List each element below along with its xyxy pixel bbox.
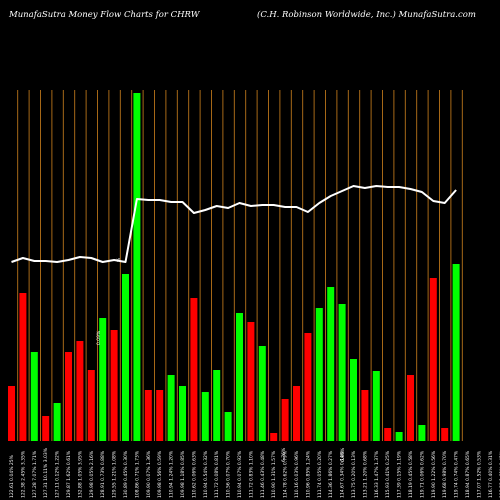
- x-tick-label: 118.19 0.45% 0.58%: [408, 450, 414, 498]
- bar-up: [224, 412, 232, 441]
- bar-up: [167, 375, 175, 441]
- bar-up: [327, 287, 335, 441]
- x-tick-label: 118.94 0.87% 0.65%: [465, 450, 471, 498]
- bar-down: [429, 278, 437, 441]
- bar-down: [270, 433, 278, 441]
- bar-down: [19, 293, 27, 441]
- bar-up: [338, 304, 346, 441]
- annotation-label: %: [116, 257, 122, 262]
- x-tick-label: 113.21 1.20% 0.68%: [362, 450, 368, 498]
- bar-up: [179, 386, 186, 441]
- bar-up: [395, 432, 403, 441]
- x-tick-label: 129.87 1.62% 0.61%: [66, 450, 72, 498]
- x-tick-label: 116.33 1.47% 1.37%: [374, 450, 380, 498]
- x-tick-label: 110.62 0.06% 0.63%: [191, 450, 197, 498]
- chart-subtitle: (C.H. Robinson Worldwide, Inc.) MunafaSu…: [257, 10, 476, 20]
- x-tick-label: 111.74 0.05% 0.20%: [317, 450, 323, 498]
- x-tick-label: 114.67 0.34% 0.14%: [340, 450, 346, 498]
- bar-down: [87, 370, 95, 441]
- bar-down: [247, 322, 255, 441]
- bar-up: [236, 313, 243, 441]
- bar-down: [293, 386, 300, 441]
- bar-up: [315, 308, 323, 441]
- bar-down: [156, 390, 164, 441]
- x-tick-label: 111.46 0.43% 0.48%: [260, 450, 266, 498]
- bar-up: [99, 318, 107, 441]
- bar-up: [418, 425, 426, 441]
- x-tick-labels: 122.61 0.04% 25% 122.38 2.45% 3.35% 127.28…: [9, 447, 500, 498]
- x-tick-label: 111.72 0.08% 0.81%: [214, 450, 220, 498]
- bar-up: [53, 403, 61, 441]
- bar-down: [361, 390, 369, 441]
- bar-down: [407, 375, 414, 441]
- x-tick-label: 110.94 0.54% 0.32%: [203, 450, 209, 498]
- x-tick-label: 127.11 0.12% 1.22%: [55, 450, 61, 498]
- x-tick-label: 129.98 0.05% 2.16%: [89, 450, 95, 498]
- x-tick-label: 122.38 2.45% 3.35%: [20, 450, 26, 498]
- price-line: [11, 185, 457, 263]
- bar-down: [384, 428, 392, 441]
- bar-down: [110, 330, 118, 441]
- annotation-label: 6.86%: [340, 447, 346, 462]
- bar-up: [258, 346, 266, 441]
- bar-down: [144, 390, 152, 441]
- x-tick-label: 110.94 1.24% 1.20%: [169, 450, 175, 498]
- x-tick-label: 109.98 0.56% 0.59%: [157, 450, 163, 498]
- bar-down: [190, 298, 198, 441]
- x-tick-label: 117.07 1.52% 0.53%: [476, 450, 482, 498]
- x-tick-label: 119.71 0.06% 0.62%: [419, 450, 425, 498]
- x-tick-label: 127.28 7.07% 1.71%: [32, 450, 38, 498]
- bar-up: [452, 264, 460, 441]
- x-tick-label: 108.86 0.71% 1.73%: [134, 450, 140, 498]
- x-tick-label: 110.94 0.07% 0.92%: [237, 450, 243, 498]
- bar-up: [350, 359, 357, 441]
- bar-up: [213, 370, 221, 441]
- chart-title: MunafaSutra Money Flow Charts for CHRW: [9, 10, 200, 20]
- annotation-label: 6.76%: [281, 447, 287, 462]
- x-tick-label: 110.16 0.03% 0.96%: [294, 450, 300, 498]
- bar-up: [201, 392, 209, 441]
- x-tick-label: 115.93 0.41% 0.25%: [385, 450, 391, 498]
- bar-down: [65, 352, 72, 441]
- x-tick-label: 127.31 10.11% 3.03%: [43, 447, 49, 498]
- x-tick-label: 109.90 0.07% 1.36%: [146, 450, 152, 498]
- annotation-label: 0.09%: [96, 330, 102, 345]
- x-tick-label: 110.56 0.07% 0.70%: [226, 450, 232, 498]
- x-tick-label: 113.75 0.20% 0.13%: [351, 450, 357, 498]
- x-tick-label: 110.96 0.85% 1.24%: [305, 450, 311, 498]
- bar-down: [8, 386, 15, 441]
- x-tick-label: 114.78 0.62% 0.79%: [283, 450, 289, 498]
- x-tick-label: 109.98 1.18% 0.85%: [180, 450, 186, 498]
- bar-up: [372, 371, 380, 441]
- bar-down: [76, 341, 84, 441]
- x-tick-label: 119.68 0.98% 0.70%: [442, 450, 448, 498]
- bar-down: [304, 333, 312, 441]
- bar-up: [30, 352, 38, 441]
- x-tick-label: 110.90 1.31% 1.57%: [271, 450, 277, 498]
- x-tick-label: 117.39 0.15% 1.19%: [397, 450, 403, 498]
- bar-down: [281, 399, 289, 441]
- x-tick-label: 129.55 1.21% 1.08%: [112, 450, 118, 498]
- bar-up: [122, 274, 129, 441]
- grid-lines: [17, 90, 463, 441]
- x-tick-label: 114.36 1.86% 0.27%: [328, 450, 334, 498]
- x-tick-label: 128.91 0.73% 0.88%: [100, 450, 106, 498]
- x-tick-label: 119.90 1.22% 0.56%: [431, 450, 437, 498]
- x-tick-label: 132.88 1.05% 3.95%: [77, 450, 83, 498]
- bar-series: [8, 93, 460, 441]
- x-tick-label: 130.89 0.45% 0.30%: [123, 450, 129, 498]
- bar-down: [441, 428, 449, 441]
- x-tick-label: 116.77 0.40% 0.31%: [488, 450, 494, 498]
- bar-up: [133, 93, 141, 441]
- x-tick-label: 111.72 0.83% 1.10%: [248, 450, 254, 498]
- bar-down: [42, 416, 50, 441]
- x-tick-label: 122.61 0.04% 25%: [9, 454, 15, 498]
- x-tick-label: 119.74 0.74% 0.47%: [454, 450, 460, 498]
